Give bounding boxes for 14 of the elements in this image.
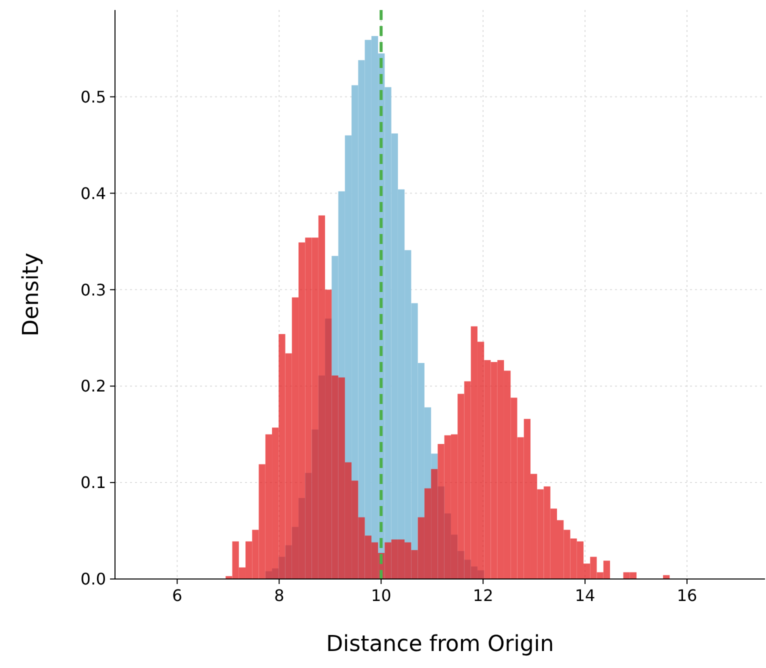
x-tick-label: 16 <box>676 586 698 605</box>
x-tick-label: 8 <box>274 586 284 605</box>
x-tick-label: 12 <box>472 586 494 605</box>
x-tick-label: 10 <box>370 586 392 605</box>
y-tick-label: 0.4 <box>80 184 106 203</box>
y-tick-label: 0.0 <box>80 570 106 589</box>
y-tick-label: 0.5 <box>80 87 106 106</box>
y-tick-label: 0.1 <box>80 473 106 492</box>
y-axis-title: Density <box>19 252 44 336</box>
y-tick-label: 0.3 <box>80 280 106 300</box>
x-axis-title: Distance from Origin <box>326 632 554 657</box>
y-tick-label: 0.2 <box>80 376 106 396</box>
x-tick-label: 6 <box>172 586 182 605</box>
x-tick-label: 14 <box>574 586 596 605</box>
